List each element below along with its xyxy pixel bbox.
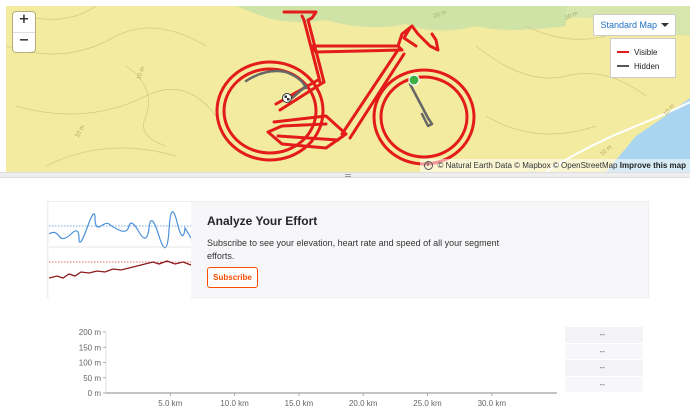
route-visible-segment xyxy=(222,67,318,155)
x-tick-label: 10.0 km xyxy=(220,399,249,408)
x-axis: 5.0 km 10.0 km 15.0 km 20.0 km 25.0 km 30.0 k… xyxy=(106,392,557,408)
legend-swatch-visible xyxy=(617,51,629,53)
stat-value: -- xyxy=(565,360,643,377)
y-tick-label: 50 m xyxy=(83,374,101,383)
legend-label: Visible xyxy=(634,47,658,57)
contour-label: 20 m xyxy=(564,11,579,22)
route-hidden-segment xyxy=(244,69,308,90)
zoom-in-button[interactable]: + xyxy=(18,12,30,27)
subscribe-button[interactable]: Subscribe xyxy=(207,267,258,288)
upsell-content: Analyze Your Effort Subscribe to see you… xyxy=(207,214,567,262)
analyze-effort-upsell: Analyze Your Effort Subscribe to see you… xyxy=(47,201,649,299)
map-canvas[interactable]: 10 m 10 m 20 m 20 m 10 m 10 m xyxy=(6,6,690,172)
map-type-dropdown[interactable]: Standard Map xyxy=(593,14,676,36)
effort-preview-graph xyxy=(48,211,192,279)
stat-value: -- xyxy=(565,327,643,344)
stat-value: -- xyxy=(565,343,643,360)
contour-label: 10 m xyxy=(136,66,146,81)
legend-item-hidden: Hidden xyxy=(617,59,675,73)
map-resize-handle[interactable] xyxy=(0,172,690,178)
grip-icon xyxy=(345,174,351,177)
upsell-description: Subscribe to see your elevation, heart r… xyxy=(207,238,500,261)
y-tick-label: 0 m xyxy=(88,389,102,398)
x-tick-label: 25.0 km xyxy=(413,399,442,408)
zoom-controls: + − xyxy=(13,12,35,52)
route-legend: Visible Hidden xyxy=(610,38,676,78)
route-hidden-segment xyxy=(408,82,434,128)
x-tick-label: 15.0 km xyxy=(285,399,314,408)
legend-swatch-hidden xyxy=(617,65,629,67)
route-visible-segment xyxy=(340,48,406,140)
route-map[interactable]: 10 m 10 m 20 m 20 m 10 m 10 m xyxy=(6,6,690,172)
attribution-text[interactable]: © Natural Earth Data © Mapbox © OpenStre… xyxy=(437,161,618,170)
zoom-out-button[interactable]: − xyxy=(13,32,35,52)
land-area xyxy=(6,6,690,172)
route-visible-segment xyxy=(310,44,404,54)
route-visible-segment xyxy=(266,114,348,150)
route-hidden-segment xyxy=(290,84,308,100)
legend-label: Hidden xyxy=(634,61,660,71)
effort-preview-image xyxy=(48,202,192,299)
y-tick-label: 100 m xyxy=(79,359,102,368)
y-tick-label: 150 m xyxy=(79,343,102,352)
improve-map-link[interactable]: Improve this map xyxy=(619,161,686,170)
park-area xyxy=(236,6,566,31)
stat-value: -- xyxy=(565,376,643,393)
map-type-label: Standard Map xyxy=(600,20,657,30)
x-tick-label: 20.0 km xyxy=(349,399,378,408)
finish-marker[interactable] xyxy=(282,93,292,103)
x-tick-label: 30.0 km xyxy=(478,399,507,408)
elevation-chart[interactable]: 200 m 150 m 100 m 50 m 0 m 5.0 km 10.0 km 15.0… xyxy=(62,325,562,412)
chevron-down-icon xyxy=(661,23,669,27)
route-visible-segment xyxy=(379,75,469,159)
y-tick-label: 200 m xyxy=(79,328,102,337)
legend-item-visible: Visible xyxy=(617,45,675,59)
route-visible-segment xyxy=(282,10,326,84)
x-tick-label: 5.0 km xyxy=(158,399,182,408)
y-axis: 200 m 150 m 100 m 50 m 0 m xyxy=(79,328,107,398)
contour-lines xyxy=(6,6,647,167)
upsell-title: Analyze Your Effort xyxy=(207,214,318,228)
start-marker[interactable] xyxy=(408,74,420,86)
contour-label: 10 m xyxy=(75,124,87,139)
contour-label: 20 m xyxy=(433,10,448,20)
map-attribution: i © Natural Earth Data © Mapbox © OpenSt… xyxy=(419,159,690,172)
route-visible-segment xyxy=(215,60,325,162)
water-area xyxy=(606,98,690,172)
route-visible-segment xyxy=(396,24,440,52)
info-icon[interactable]: i xyxy=(423,161,433,170)
stats-side-panel: -- -- -- -- xyxy=(565,327,643,397)
